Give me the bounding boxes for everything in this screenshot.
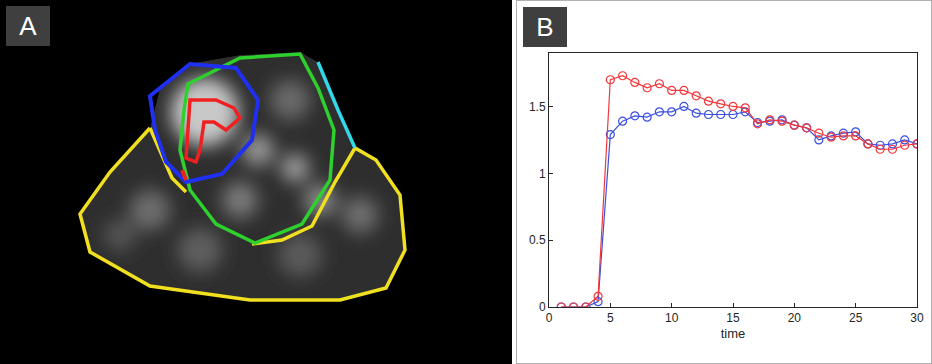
svg-text:15: 15	[726, 311, 740, 325]
svg-text:1: 1	[539, 167, 546, 181]
svg-text:5: 5	[607, 311, 614, 325]
svg-text:0: 0	[539, 300, 546, 314]
svg-text:25: 25	[849, 311, 863, 325]
html-text:A: A	[19, 11, 37, 41]
svg-text:0.5: 0.5	[529, 233, 546, 247]
svg-text:0: 0	[546, 311, 553, 325]
svg-text:30: 30	[910, 311, 924, 325]
html-text:B: B	[536, 12, 554, 42]
svg-text:1.5: 1.5	[529, 100, 546, 114]
svg-text:time: time	[721, 326, 746, 341]
svg-text:10: 10	[665, 311, 679, 325]
svg-text:20: 20	[788, 311, 802, 325]
